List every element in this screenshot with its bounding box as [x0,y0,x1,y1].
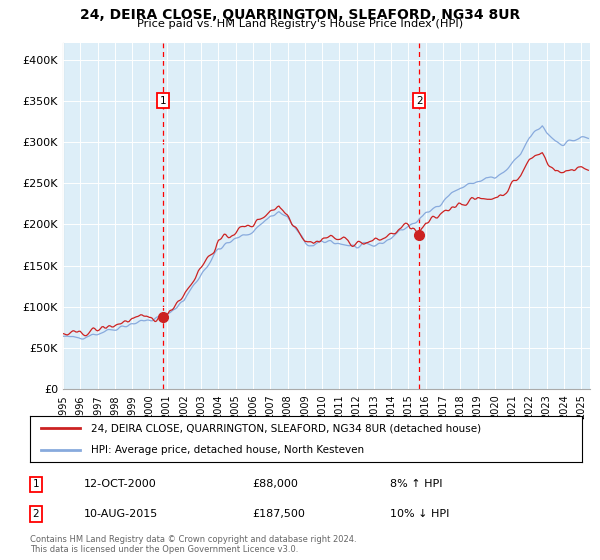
Text: 12-OCT-2000: 12-OCT-2000 [84,479,157,489]
Text: HPI: Average price, detached house, North Kesteven: HPI: Average price, detached house, Nort… [91,445,364,455]
Text: 10-AUG-2015: 10-AUG-2015 [84,509,158,519]
Text: £187,500: £187,500 [252,509,305,519]
Text: 8% ↑ HPI: 8% ↑ HPI [390,479,443,489]
Text: Contains HM Land Registry data © Crown copyright and database right 2024.
This d: Contains HM Land Registry data © Crown c… [30,535,356,554]
Text: 10% ↓ HPI: 10% ↓ HPI [390,509,449,519]
Text: 24, DEIRA CLOSE, QUARRINGTON, SLEAFORD, NG34 8UR (detached house): 24, DEIRA CLOSE, QUARRINGTON, SLEAFORD, … [91,423,481,433]
Text: 2: 2 [32,509,40,519]
Text: 1: 1 [32,479,40,489]
Text: 1: 1 [160,96,166,106]
Text: Price paid vs. HM Land Registry's House Price Index (HPI): Price paid vs. HM Land Registry's House … [137,19,463,29]
Text: £88,000: £88,000 [252,479,298,489]
Text: 24, DEIRA CLOSE, QUARRINGTON, SLEAFORD, NG34 8UR: 24, DEIRA CLOSE, QUARRINGTON, SLEAFORD, … [80,8,520,22]
Text: 2: 2 [416,96,422,106]
